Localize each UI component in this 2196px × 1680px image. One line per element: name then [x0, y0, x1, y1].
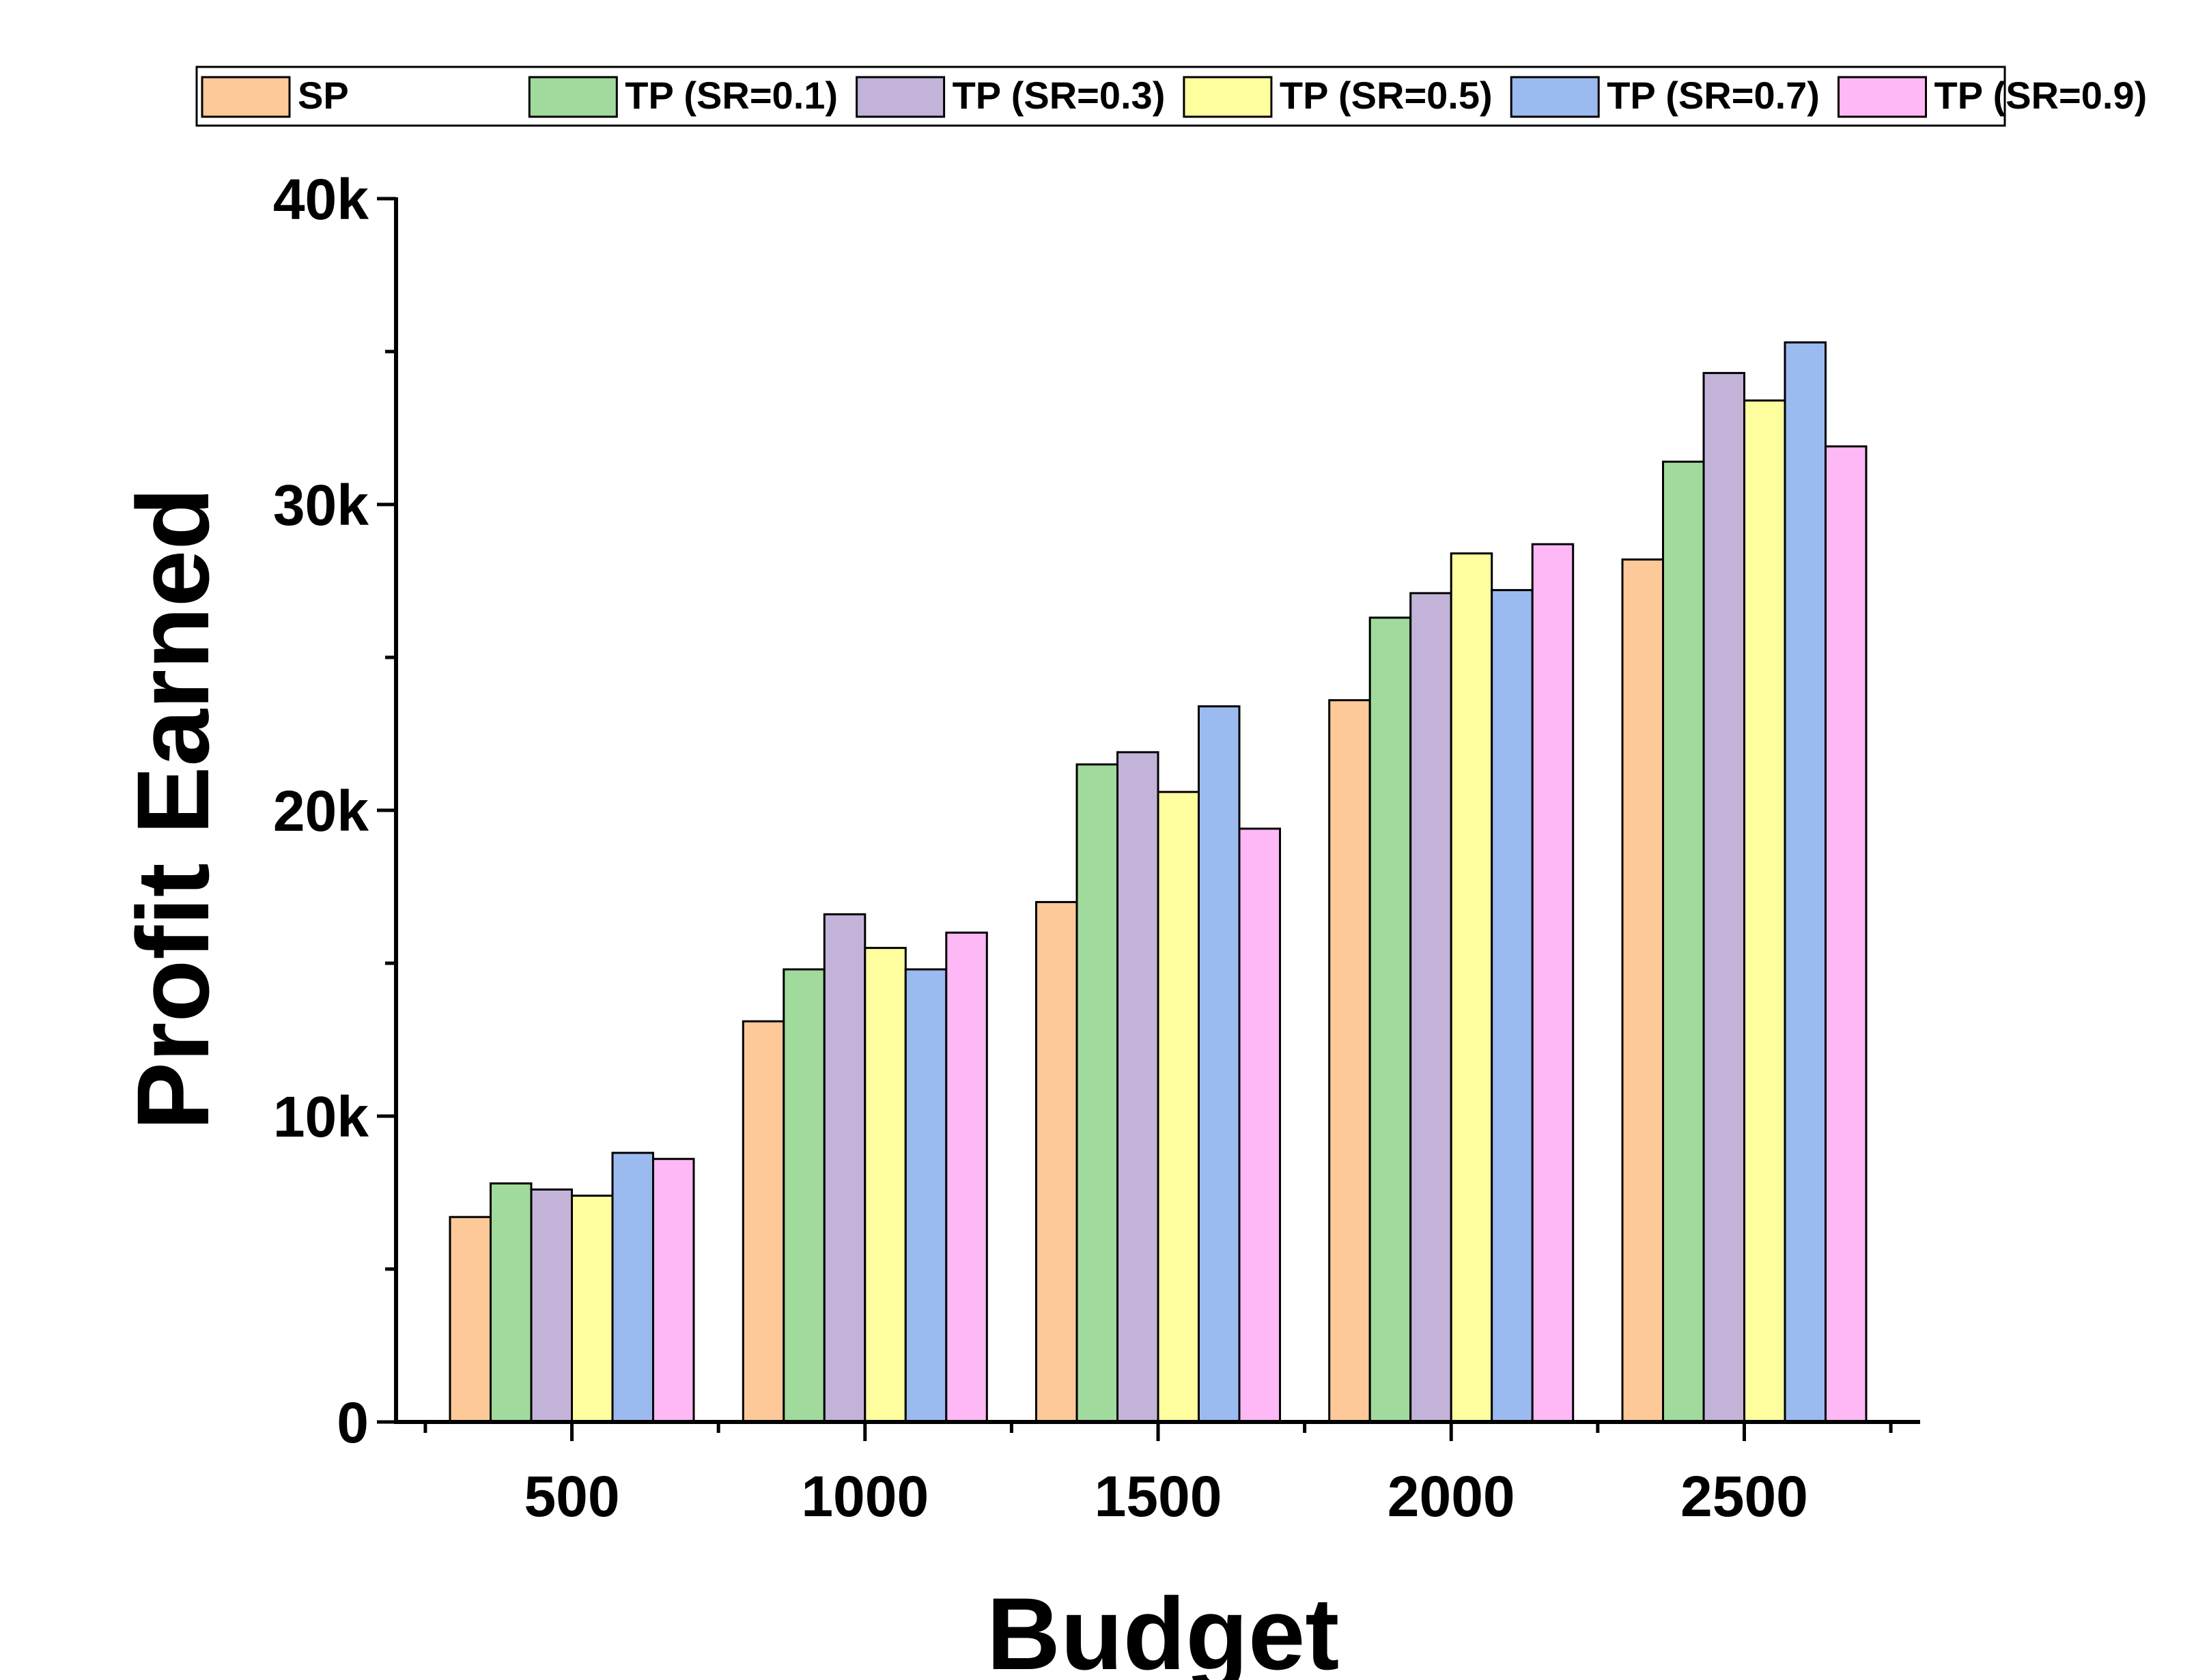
bar-sp-2000 [1328, 699, 1371, 1423]
y-tick-label: 30k [273, 473, 369, 537]
legend-swatch [1838, 76, 1927, 118]
legend: SP TP (SR=0.1) TP (SR=0.3) TP (SR=0.5) TP (S… [195, 66, 2148, 127]
legend-label: TP (SR=0.9) [1934, 74, 2148, 117]
bar-tp-sr-0-1-1000 [783, 968, 826, 1423]
y-tick-label: 20k [273, 779, 369, 843]
bar-sp-500 [449, 1216, 492, 1423]
x-tick-label: 500 [524, 1464, 619, 1528]
y-axis-label: Profit Earned [115, 487, 230, 1130]
legend-swatch [1510, 76, 1600, 118]
bar-tp-sr-0-7-500 [611, 1152, 654, 1423]
bar-tp-sr-0-7-2500 [1784, 341, 1827, 1423]
legend-label: TP (SR=0.5) [1280, 74, 1493, 117]
bar-tp-sr-0-5-500 [571, 1195, 614, 1423]
y-tick-label: 0 [337, 1391, 369, 1455]
legend-label: SP [298, 74, 349, 117]
bar-tp-sr-0-3-2500 [1702, 371, 1745, 1423]
bar-tp-sr-0-3-500 [530, 1188, 573, 1423]
bar-tp-sr-0-7-1000 [904, 968, 948, 1423]
bar-tp-sr-0-9-2500 [1825, 445, 1868, 1423]
y-tick-label: 40k [273, 167, 369, 231]
bar-tp-sr-0-3-2000 [1409, 592, 1452, 1423]
axes: 0 10k 20k 30k 40k 500 1000 1500 2000 2500 [273, 167, 1920, 1528]
bar-tp-sr-0-9-500 [652, 1158, 695, 1423]
legend-label: TP (SR=0.7) [1607, 74, 1820, 117]
bar-tp-sr-0-9-2000 [1531, 543, 1575, 1423]
legend-label: TP (SR=0.3) [953, 74, 1166, 117]
bars [449, 341, 1868, 1423]
bar-tp-sr-0-7-2000 [1491, 588, 1534, 1423]
bar-tp-sr-0-1-2000 [1368, 616, 1412, 1423]
bar-tp-sr-0-9-1500 [1238, 827, 1281, 1423]
bar-tp-sr-0-1-2500 [1662, 460, 1705, 1423]
bar-sp-1500 [1035, 900, 1078, 1423]
x-tick-label: 1000 [801, 1464, 929, 1528]
bar-tp-sr-0-3-1500 [1116, 751, 1159, 1423]
bar-tp-sr-0-3-1000 [823, 913, 867, 1423]
bar-sp-2500 [1621, 558, 1664, 1423]
bar-tp-sr-0-1-1500 [1075, 763, 1118, 1423]
legend-swatch [528, 76, 618, 118]
y-tick-label: 10k [273, 1085, 369, 1149]
bar-sp-1000 [742, 1020, 785, 1423]
bar-tp-sr-0-5-1000 [864, 947, 907, 1423]
x-tick-label: 2500 [1680, 1464, 1808, 1528]
legend-label: TP (SR=0.1) [625, 74, 838, 117]
bar-tp-sr-0-1-500 [490, 1182, 533, 1423]
bar-tp-sr-0-5-2000 [1450, 552, 1493, 1423]
x-tick-label: 2000 [1388, 1464, 1515, 1528]
legend-swatch [1183, 76, 1273, 118]
bar-tp-sr-0-5-2500 [1743, 399, 1786, 1423]
bar-tp-sr-0-9-1000 [945, 931, 988, 1423]
x-axis-label: Budget [987, 1576, 1340, 1680]
bar-tp-sr-0-5-1500 [1157, 791, 1200, 1423]
legend-box [195, 66, 2006, 127]
legend-swatch [201, 76, 291, 118]
bar-tp-sr-0-7-1500 [1198, 705, 1241, 1423]
x-tick-label: 1500 [1095, 1464, 1222, 1528]
legend-swatch [856, 76, 946, 118]
